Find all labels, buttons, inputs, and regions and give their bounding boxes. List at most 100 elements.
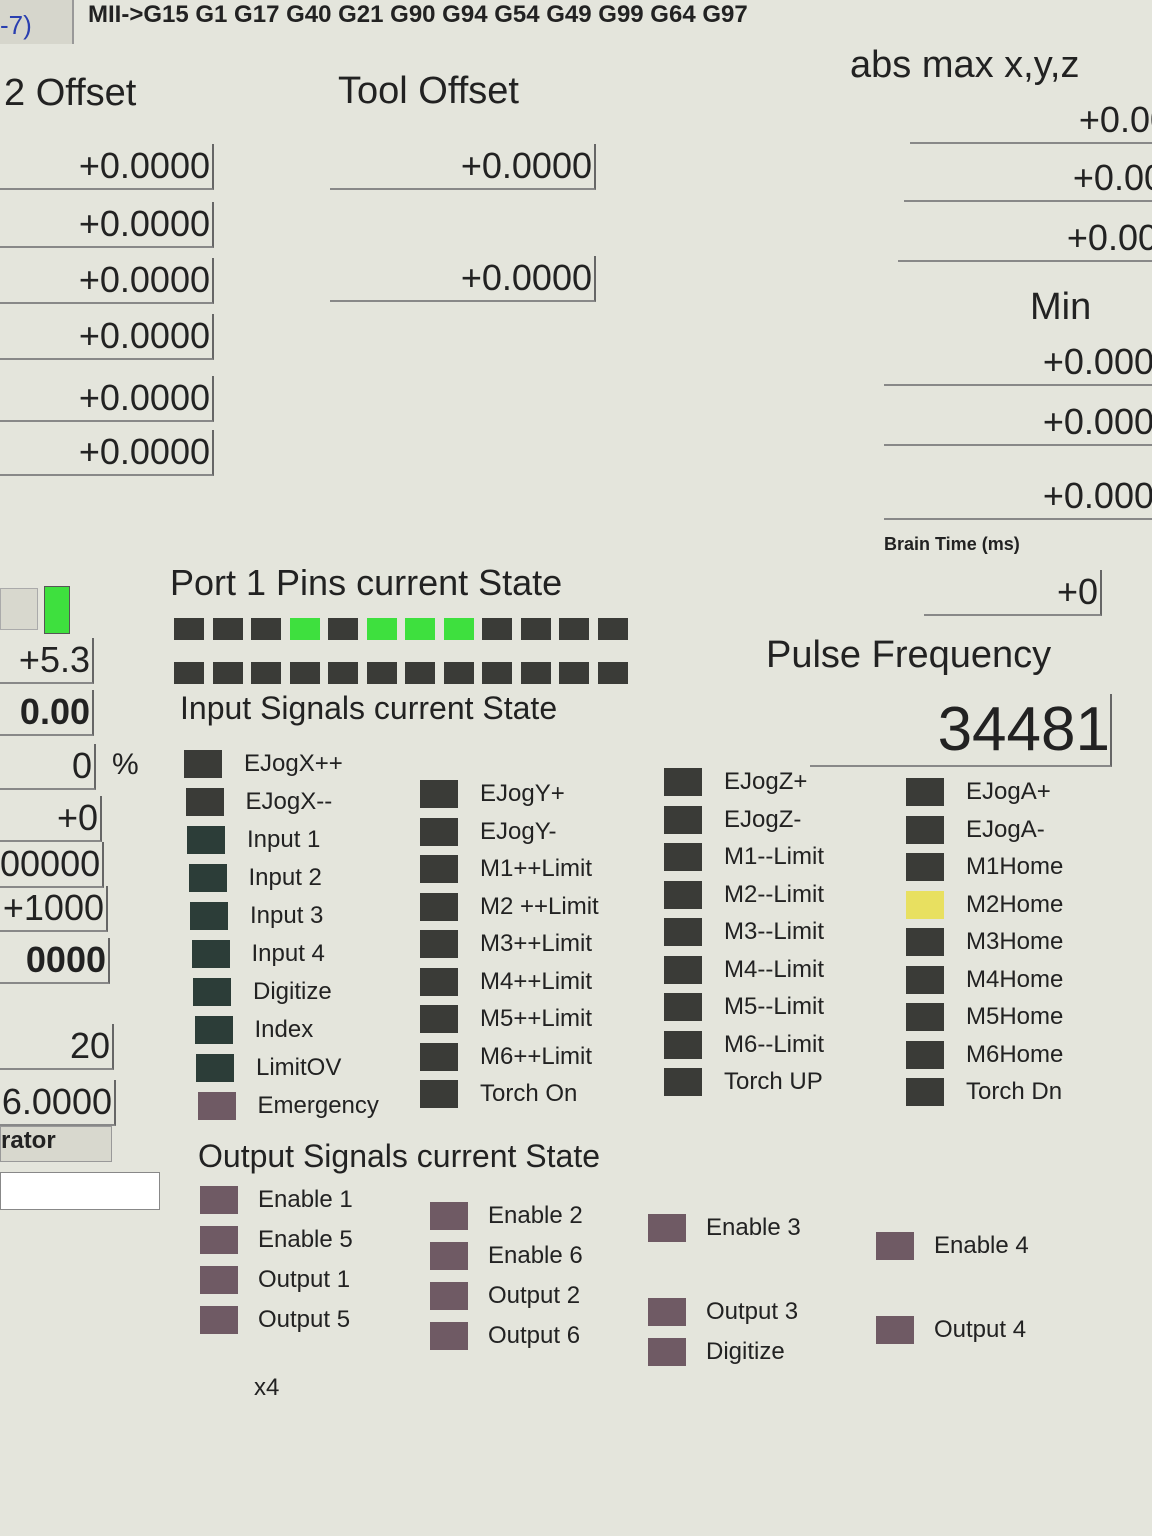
tool-offset-field[interactable]: +0.0000: [330, 256, 596, 302]
pin-led: [174, 618, 204, 640]
abs-max-field: +0.00: [910, 98, 1152, 144]
signal-label: M1Home: [966, 853, 1064, 880]
signal-led: [187, 826, 225, 854]
left-value-field[interactable]: +0: [0, 796, 102, 842]
abs-min-field: +0.000: [884, 400, 1152, 446]
signal-label: Input 4: [251, 940, 325, 967]
signal-led: [664, 1030, 702, 1059]
signal-label: M4--Limit: [724, 955, 824, 983]
pin-led: [328, 662, 358, 684]
pin-led: [559, 618, 589, 640]
output-label: Output 3: [706, 1298, 799, 1325]
signal-led: [906, 965, 944, 994]
output-label: Output 4: [934, 1316, 1027, 1343]
left-value-field[interactable]: 0.00: [0, 690, 94, 736]
operator-input[interactable]: [0, 1172, 160, 1210]
pin-led: [482, 618, 512, 640]
signal-label: M2 ++Limit: [480, 892, 599, 920]
output-led: [430, 1202, 468, 1230]
pin-led: [559, 662, 589, 684]
gcode-modal-line: MII->G15 G1 G17 G40 G21 G90 G94 G54 G49 …: [88, 1, 748, 28]
output-led: [430, 1322, 468, 1350]
abs-max-field: +0.00: [898, 216, 1152, 262]
pin-led: [520, 662, 551, 684]
output-label: Output 5: [258, 1306, 351, 1333]
signal-led: [664, 993, 702, 1021]
signal-led: [906, 815, 944, 844]
signal-led: [184, 750, 222, 778]
signal-label: Torch UP: [724, 1068, 823, 1095]
signal-led: [420, 892, 458, 921]
operator-button[interactable]: rator: [0, 1126, 112, 1162]
pin-led: [405, 618, 435, 640]
signal-label: EJogA-: [966, 815, 1045, 843]
left-value-field[interactable]: 6.0000: [0, 1080, 116, 1126]
signal-label: Emergency: [257, 1092, 379, 1119]
signal-label: Input 3: [250, 902, 324, 929]
signal-label: EJogA+: [966, 778, 1051, 805]
pin-led: [443, 662, 474, 684]
left-value-field[interactable]: +5.3: [0, 638, 94, 684]
signal-led: [420, 855, 458, 883]
signal-label: M5--Limit: [724, 993, 824, 1020]
pulse-frequency-value: 34481: [810, 694, 1112, 767]
pin-led: [212, 618, 243, 640]
signal-led: [906, 890, 944, 919]
left-value-field[interactable]: 20: [0, 1024, 114, 1070]
left-value-field[interactable]: 00000: [0, 842, 104, 888]
g92-offset-field[interactable]: +0.0000: [0, 376, 214, 422]
left-button[interactable]: [0, 588, 38, 630]
brain-time-field: +0: [924, 570, 1102, 616]
pin-led: [366, 662, 397, 684]
pin-led: [251, 662, 281, 684]
pin-led: [405, 662, 435, 684]
signal-label: Torch On: [480, 1080, 578, 1107]
signal-led: [906, 778, 944, 806]
output-label: Output 6: [488, 1322, 581, 1349]
output-label: Enable 1: [258, 1186, 353, 1213]
g92-offset-field[interactable]: +0.0000: [0, 144, 214, 190]
signal-label: EJogZ+: [724, 768, 808, 795]
signal-label: Torch Dn: [966, 1078, 1063, 1105]
signal-label: M1++Limit: [480, 855, 593, 882]
g92-offset-field[interactable]: +0.0000: [0, 202, 214, 248]
signal-led: [193, 978, 231, 1006]
g92-offset-field[interactable]: +0.0000: [0, 430, 214, 476]
signal-led: [906, 1003, 944, 1031]
g92-offset-field[interactable]: +0.0000: [0, 258, 214, 304]
signal-led: [420, 1080, 458, 1108]
left-value-field[interactable]: 0: [0, 744, 96, 790]
signal-label: M1--Limit: [724, 843, 824, 870]
pin-led: [212, 662, 243, 684]
signal-label: EJogZ-: [724, 805, 802, 833]
pulse-frequency-label: Pulse Frequency: [766, 634, 1052, 676]
signal-label: M3Home: [966, 928, 1064, 955]
signal-label: M5Home: [966, 1003, 1064, 1030]
abs-min-field: +0.000: [884, 340, 1152, 386]
signal-led: [190, 902, 228, 930]
output-led: [200, 1226, 238, 1254]
left-value-field[interactable]: +1000: [0, 886, 108, 932]
signal-led: [906, 928, 944, 956]
output-led: [200, 1186, 238, 1214]
signal-led: [664, 880, 702, 909]
signal-led: [420, 967, 458, 996]
g92-offset-field[interactable]: +0.0000: [0, 314, 214, 360]
output-signals-title: Output Signals current State: [198, 1138, 600, 1174]
signal-led: [420, 930, 458, 958]
tool-offset-field[interactable]: +0.0000: [330, 144, 596, 190]
left-value-field[interactable]: 0000: [0, 938, 110, 984]
signal-led: [664, 1068, 702, 1096]
output-label: Output 2: [488, 1282, 581, 1309]
pin-led: [289, 618, 320, 640]
signal-label: M3--Limit: [724, 918, 824, 945]
pin-led: [251, 618, 281, 640]
signal-label: Digitize: [253, 978, 332, 1005]
pin-led: [174, 662, 204, 684]
signal-label: LimitOV: [256, 1054, 342, 1081]
pin-led: [366, 618, 397, 640]
output-label: Enable 6: [488, 1242, 583, 1269]
signal-led: [420, 1005, 458, 1033]
modal-button[interactable]: -7): [0, 0, 74, 44]
signal-led: [906, 1078, 944, 1106]
